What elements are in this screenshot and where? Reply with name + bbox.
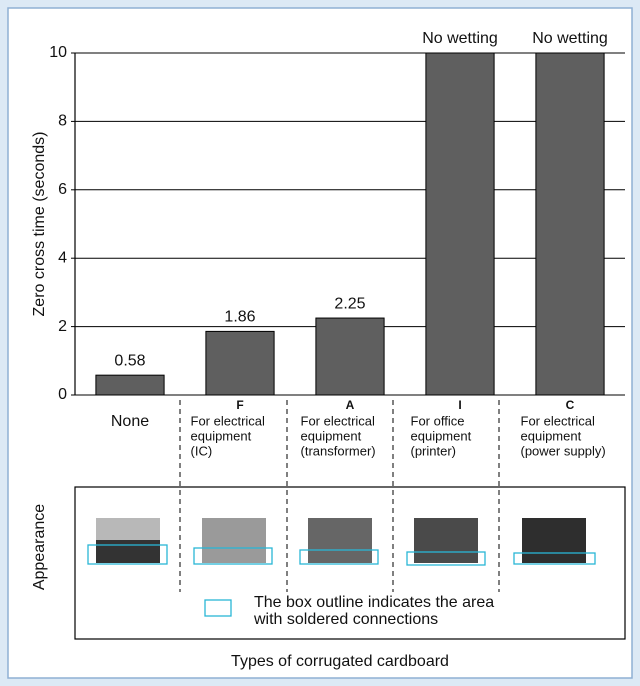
value-label: 2.25 (334, 295, 365, 312)
category-description: equipment (301, 428, 362, 443)
chart: Zero cross time (seconds) Appearance The… (0, 0, 640, 686)
x-tick-label: None (111, 413, 149, 430)
bar (536, 53, 604, 395)
category-description: equipment (191, 428, 252, 443)
bar (206, 331, 274, 395)
x-tick-label: I (458, 398, 461, 412)
legend-note: with soldered connections (253, 611, 438, 628)
category-description: equipment (411, 428, 472, 443)
category-description: For office (411, 413, 465, 428)
y-tick-label: 10 (49, 44, 67, 61)
sample-image (414, 518, 478, 563)
category-description: (power supply) (521, 443, 606, 458)
value-label: 0.58 (114, 352, 145, 369)
appearance-label: Appearance (31, 504, 48, 590)
sample-image (522, 518, 586, 563)
category-description: For electrical (191, 413, 266, 428)
bar (96, 375, 164, 395)
sample-image (202, 518, 266, 563)
sample-image (96, 540, 160, 563)
y-tick-label: 8 (58, 113, 67, 130)
category-description: (transformer) (301, 443, 376, 458)
value-label: 1.86 (224, 309, 255, 326)
category-description: (IC) (191, 443, 213, 458)
category-description: For electrical (301, 413, 376, 428)
y-tick-label: 6 (58, 181, 67, 198)
x-tick-label: A (346, 398, 355, 412)
category-description: equipment (521, 428, 582, 443)
x-tick-label: F (236, 398, 243, 412)
y-tick-label: 2 (58, 318, 67, 335)
y-tick-label: 4 (58, 249, 67, 266)
x-tick-label: C (566, 398, 575, 412)
bar (316, 318, 384, 395)
category-description: For electrical (521, 413, 596, 428)
value-label: No wetting (532, 30, 608, 47)
x-axis-label: Types of corrugated cardboard (231, 653, 449, 670)
bar (426, 53, 494, 395)
y-tick-label: 0 (58, 386, 67, 403)
legend-note: The box outline indicates the area (254, 594, 494, 611)
category-description: (printer) (411, 443, 457, 458)
value-label: No wetting (422, 30, 498, 47)
sample-image (308, 518, 372, 563)
y-axis-label: Zero cross time (seconds) (31, 132, 48, 317)
